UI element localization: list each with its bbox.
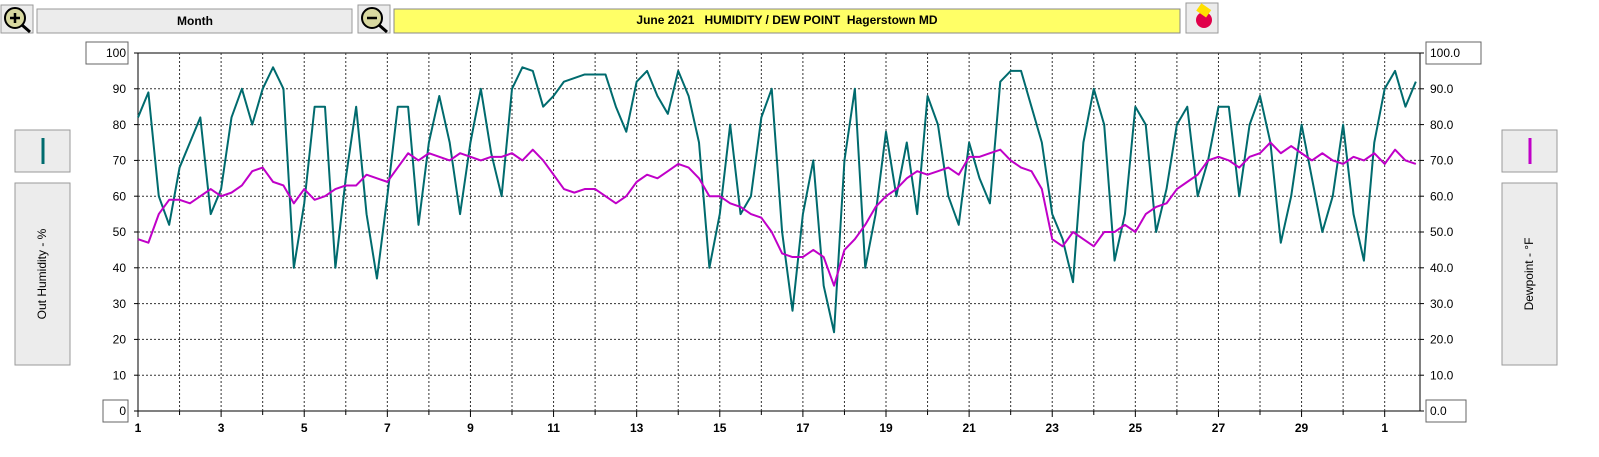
y-tick-label: 70	[113, 154, 127, 168]
y2-tick-label: 30.0	[1430, 297, 1454, 311]
x-tick-label: 27	[1212, 421, 1226, 435]
y2-tick-box	[1425, 41, 1482, 65]
x-tick-label: 29	[1295, 421, 1309, 435]
y-tick-label: 100	[106, 46, 126, 60]
y2-tick-label: 50.0	[1430, 225, 1454, 239]
x-tick-label: 9	[467, 421, 474, 435]
chart-title: June 2021 HUMIDITY / DEW POINT Hagerstow…	[636, 13, 937, 27]
y2-tick-label: 60.0	[1430, 189, 1454, 203]
y2-tick-label: 40.0	[1430, 261, 1454, 275]
period-button[interactable]	[36, 8, 353, 34]
y2-tick-label: 90.0	[1430, 82, 1454, 96]
right-controls[interactable]	[1501, 129, 1558, 366]
x-tick-label: 17	[796, 421, 810, 435]
y2-axis-title: Dewpoint - °F	[1522, 238, 1536, 311]
x-tick-label: 21	[962, 421, 976, 435]
y-tick-box	[85, 41, 129, 65]
period-label: Month	[177, 14, 213, 28]
y-tick-label: 40	[113, 261, 127, 275]
x-tick-label: 11	[547, 421, 560, 435]
y2-tick-box	[1425, 399, 1467, 423]
y-tick-label: 60	[113, 189, 127, 203]
zoom-out[interactable]	[357, 4, 391, 34]
x-tick-label: 25	[1129, 421, 1143, 435]
x-tick-label: 19	[879, 421, 893, 435]
y-tick-label: 10	[113, 368, 127, 382]
eraser[interactable]	[1185, 2, 1219, 34]
title-box	[393, 8, 1181, 34]
y-tick-label: 20	[113, 333, 127, 347]
y-axis-title: Out Humidity - %	[35, 228, 49, 319]
y2-tick-label: 0.0	[1430, 404, 1447, 418]
series-line	[137, 66, 1417, 334]
x-tick-label: 13	[630, 421, 644, 435]
y2-tick-label: 20.0	[1430, 333, 1454, 347]
y2-tick-label: 10.0	[1430, 368, 1454, 382]
x-tick-label: 23	[1046, 421, 1060, 435]
y-tick-label: 30	[113, 297, 127, 311]
zoom-in[interactable]	[0, 4, 34, 34]
y-tick-box	[102, 399, 129, 423]
y2-tick-label: 100.0	[1430, 46, 1460, 60]
x-tick-label: 3	[218, 421, 225, 435]
series-line	[137, 141, 1417, 287]
y-tick-label: 80	[113, 118, 127, 132]
x-tick-label: 7	[384, 421, 391, 435]
y2-tick-label: 80.0	[1430, 118, 1454, 132]
y2-tick-label: 70.0	[1430, 154, 1454, 168]
x-tick-label: 5	[301, 421, 308, 435]
x-tick-label: 1	[135, 421, 142, 435]
left-controls[interactable]	[14, 129, 71, 366]
y-tick-label: 0	[119, 404, 126, 418]
y-tick-label: 90	[113, 82, 127, 96]
x-tick-label: 1	[1381, 421, 1388, 435]
x-tick-label: 15	[713, 421, 727, 435]
y-tick-label: 50	[113, 225, 127, 239]
